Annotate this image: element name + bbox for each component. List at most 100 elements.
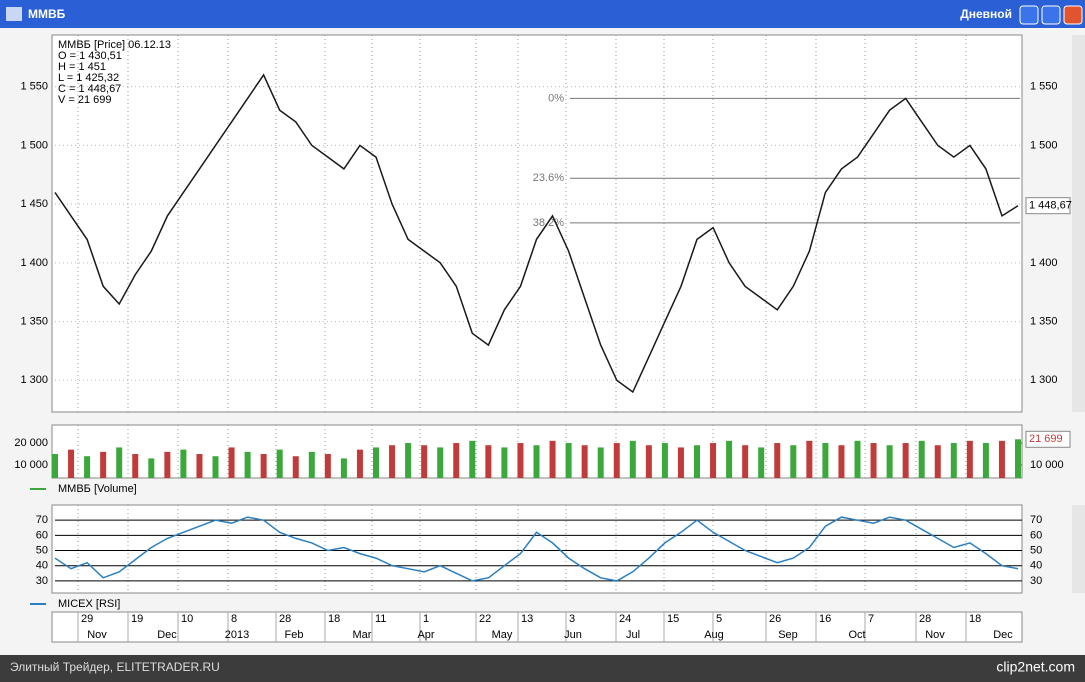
y-tick-label-right: 1 300 bbox=[1030, 374, 1058, 386]
y-tick-label-right: 1 550 bbox=[1030, 81, 1058, 93]
y-tick-label: 1 450 bbox=[20, 198, 48, 210]
x-day-label: 10 bbox=[181, 613, 193, 625]
volume-bar bbox=[324, 454, 331, 478]
x-day-label: 28 bbox=[279, 613, 291, 625]
x-day-label: 22 bbox=[479, 613, 491, 625]
volume-bar bbox=[934, 445, 941, 478]
x-day-label: 26 bbox=[769, 613, 781, 625]
y-tick-label-right: 10 000 bbox=[1030, 459, 1064, 471]
x-month-label: May bbox=[492, 629, 513, 641]
volume-bar bbox=[726, 440, 733, 478]
volume-bar bbox=[533, 445, 540, 478]
x-month-label: Sep bbox=[778, 629, 798, 641]
volume-bar bbox=[196, 454, 203, 478]
x-day-label: 29 bbox=[81, 613, 93, 625]
y-tick-label-right: 1 400 bbox=[1030, 257, 1058, 269]
volume-bar bbox=[822, 443, 829, 478]
volume-bar bbox=[356, 449, 363, 478]
y-tick-label-right: 30 bbox=[1030, 575, 1042, 587]
volume-bar bbox=[373, 447, 379, 478]
y-tick-label-right: 1 350 bbox=[1030, 315, 1058, 327]
volume-bar bbox=[645, 445, 652, 478]
y-tick-label: 70 bbox=[36, 514, 48, 526]
y-tick-label: 20 000 bbox=[14, 437, 48, 449]
volume-bar bbox=[84, 456, 91, 478]
price-info: H = 1 451 bbox=[58, 61, 106, 73]
x-day-label: 28 bbox=[919, 613, 931, 625]
price-info: C = 1 448,67 bbox=[58, 83, 121, 95]
volume-bar bbox=[100, 451, 107, 478]
y-tick-label: 50 bbox=[36, 544, 48, 556]
x-month-label: Feb bbox=[285, 629, 304, 641]
x-month-label: Jun bbox=[564, 629, 582, 641]
scrollbar[interactable] bbox=[1072, 35, 1085, 412]
x-month-label: Nov bbox=[87, 629, 107, 641]
x-day-label: 8 bbox=[231, 613, 237, 625]
x-day-label: 1 bbox=[423, 613, 429, 625]
volume-bar bbox=[276, 449, 283, 478]
legend-label: MICEX [RSI] bbox=[58, 598, 120, 610]
x-month-label: Dec bbox=[993, 629, 1013, 641]
fib-label: 0% bbox=[548, 92, 564, 104]
volume-bar bbox=[742, 445, 749, 478]
y-tick-label: 30 bbox=[36, 575, 48, 587]
y-tick-label: 60 bbox=[36, 529, 48, 541]
volume-bar bbox=[581, 445, 588, 478]
volume-bar bbox=[132, 454, 139, 478]
x-month-label: Nov bbox=[925, 629, 945, 641]
x-day-label: 19 bbox=[131, 613, 143, 625]
volume-bar bbox=[790, 445, 797, 478]
last-value-label: 21 699 bbox=[1029, 433, 1063, 445]
volume-bar bbox=[982, 443, 989, 478]
y-tick-label: 40 bbox=[36, 560, 48, 572]
volume-bar bbox=[838, 445, 845, 478]
volume-bar bbox=[292, 456, 299, 478]
volume-bar bbox=[710, 443, 717, 478]
x-day-label: 13 bbox=[521, 613, 533, 625]
volume-bar bbox=[597, 447, 604, 478]
minimize-button[interactable] bbox=[1019, 5, 1039, 25]
volume-bar bbox=[774, 443, 781, 478]
volume-bar bbox=[244, 451, 251, 478]
x-day-label: 3 bbox=[569, 613, 575, 625]
series-line bbox=[54, 516, 1019, 582]
volume-bar bbox=[340, 458, 347, 478]
x-month-label: Jul bbox=[626, 629, 640, 641]
x-day-label: 16 bbox=[819, 613, 831, 625]
volume-bar bbox=[918, 440, 925, 478]
volume-bar bbox=[677, 447, 684, 478]
price-panel bbox=[51, 34, 1023, 413]
fib-label: 23.6% bbox=[533, 172, 564, 184]
maximize-button[interactable] bbox=[1041, 5, 1061, 25]
y-tick-label: 10 000 bbox=[14, 459, 48, 471]
volume-bar bbox=[260, 454, 267, 478]
volume-bar bbox=[758, 447, 765, 478]
volume-bar bbox=[501, 447, 508, 478]
volume-bar bbox=[870, 443, 877, 478]
x-month-label: Apr bbox=[417, 629, 434, 641]
window-mode: Дневной bbox=[960, 7, 1012, 21]
x-day-label: 15 bbox=[667, 613, 679, 625]
volume-bar bbox=[1015, 439, 1021, 478]
y-tick-label: 1 300 bbox=[20, 374, 48, 386]
x-month-label: Aug bbox=[704, 629, 724, 641]
volume-bar bbox=[389, 445, 396, 478]
y-tick-label-right: 50 bbox=[1030, 544, 1042, 556]
y-tick-label: 1 500 bbox=[20, 139, 48, 151]
last-value-label: 1 448,67 bbox=[1029, 200, 1072, 212]
volume-bar bbox=[565, 443, 572, 478]
scrollbar[interactable] bbox=[1072, 505, 1085, 593]
volume-bar bbox=[694, 445, 700, 478]
volume-bar bbox=[966, 440, 973, 478]
x-day-label: 7 bbox=[868, 613, 874, 625]
volume-bar bbox=[806, 440, 813, 478]
close-button[interactable] bbox=[1063, 5, 1083, 25]
volume-bar bbox=[517, 443, 524, 478]
volume-bar bbox=[485, 445, 492, 478]
price-info: L = 1 425,32 bbox=[58, 72, 119, 84]
volume-bar bbox=[164, 451, 171, 478]
footer-right: clip2net.com bbox=[996, 659, 1075, 675]
price-info: O = 1 430,51 bbox=[58, 50, 122, 62]
